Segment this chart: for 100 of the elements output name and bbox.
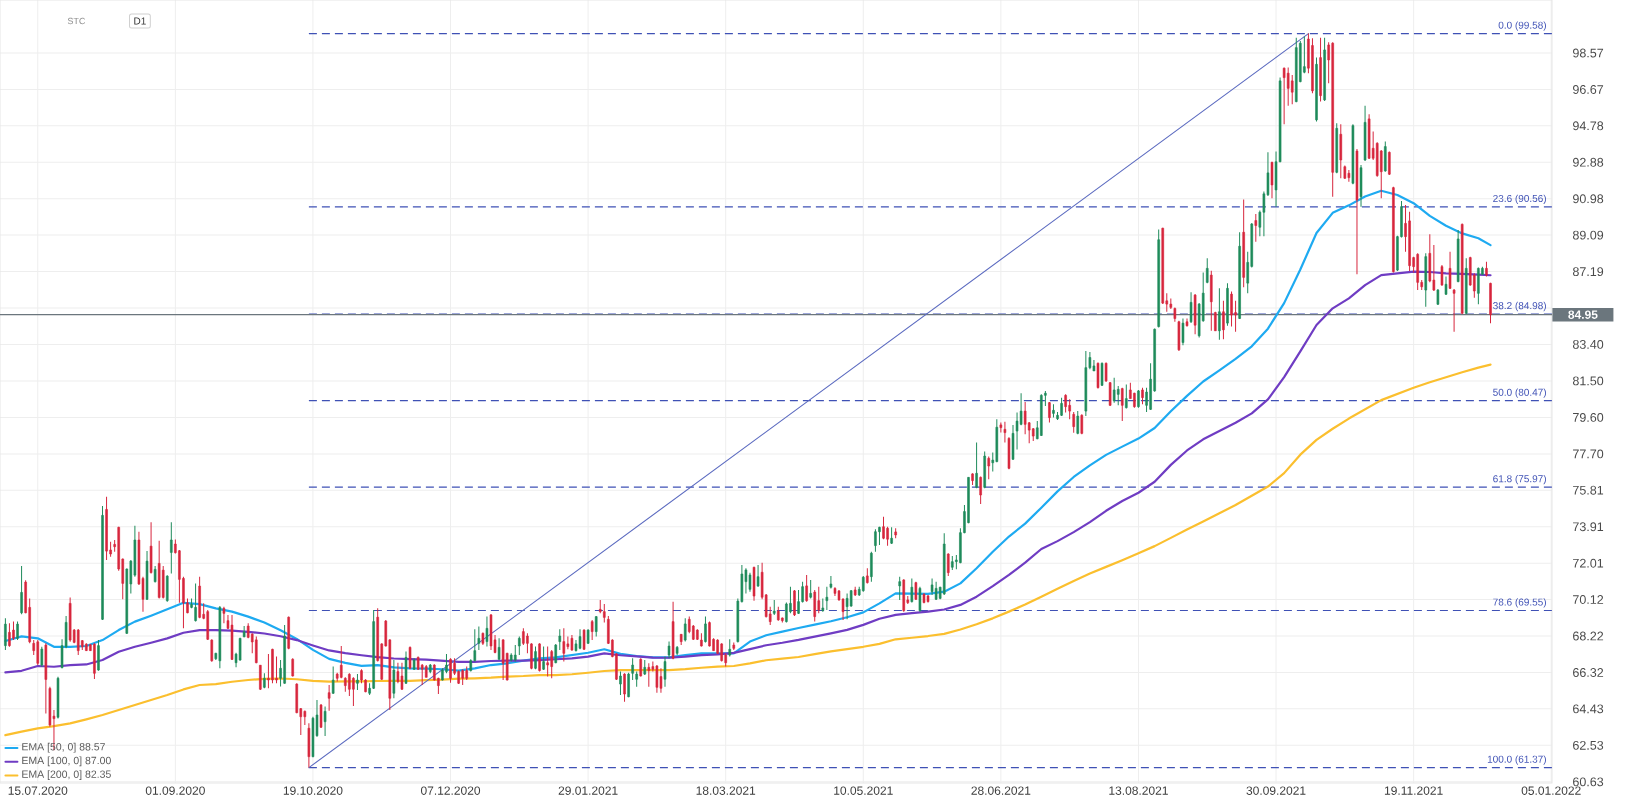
candlestick: [291, 657, 294, 678]
candlestick: [331, 666, 335, 695]
candlestick: [194, 582, 197, 622]
candlestick: [1112, 377, 1116, 404]
candlestick: [918, 586, 922, 613]
candlestick: [748, 572, 752, 593]
candlestick: [1230, 291, 1233, 328]
candlestick: [1104, 361, 1108, 383]
candlestick: [1023, 401, 1027, 435]
candlestick: [327, 684, 331, 712]
y-tick-label: 90.98: [1573, 194, 1604, 204]
candlestick: [1452, 288, 1456, 333]
candlestick: [1048, 401, 1051, 424]
candlestick: [566, 636, 570, 650]
ref-line-label: 84.95: [1568, 310, 1598, 319]
y-tick-label: 75.81: [1573, 485, 1604, 495]
candlestick: [1205, 257, 1209, 284]
candlestick: [267, 653, 270, 689]
candlestick: [910, 577, 914, 604]
candlestick: [1432, 244, 1436, 292]
candlestick: [603, 603, 606, 624]
x-tick-label: 28.06.2021: [971, 786, 1031, 795]
candlestick: [704, 616, 707, 644]
candlestick: [1064, 393, 1067, 414]
candlestick: [255, 636, 258, 664]
candlestick: [319, 703, 323, 729]
candlestick: [4, 617, 7, 651]
candlestick: [886, 526, 889, 547]
candlestick: [501, 638, 505, 681]
candlestick: [170, 521, 173, 574]
x-tick-label: 01.09.2020: [145, 786, 205, 795]
candlestick: [1218, 287, 1221, 341]
candlestick: [805, 574, 808, 603]
legend-label: EMA [50, 0] 88.57: [22, 742, 105, 753]
ref-line-label: 50.0 (80.47): [1493, 388, 1546, 398]
candlestick: [1222, 300, 1225, 340]
candlestick: [930, 577, 934, 596]
candlestick: [979, 476, 982, 505]
candlestick: [550, 649, 553, 679]
x-tick-label: 07.12.2020: [420, 786, 481, 795]
candlestick: [639, 657, 642, 678]
x-tick-label: 19.11.2021: [1384, 786, 1443, 795]
legend-label: EMA [200, 0] 82.35: [22, 770, 111, 780]
ref-line-label: 0.0 (99.58): [1498, 21, 1546, 31]
legend-label: EMA [100, 0] 87.00: [22, 756, 111, 767]
candlestick: [1121, 387, 1124, 422]
x-tick-label: 05.01.2022: [1521, 786, 1581, 795]
candlestick: [558, 628, 562, 651]
candlestick: [1072, 411, 1075, 434]
candlestick: [392, 659, 396, 699]
y-tick-label: 94.78: [1573, 121, 1604, 131]
candlestick: [708, 621, 711, 648]
candlestick: [655, 664, 659, 694]
candlestick: [352, 676, 355, 707]
y-tick-label: 79.60: [1573, 412, 1604, 422]
y-tick-label: 98.57: [1573, 48, 1604, 58]
candlestick: [1347, 169, 1351, 183]
ref-line-label: 61.8 (75.97): [1493, 474, 1546, 485]
y-tick-label: 92.88: [1573, 157, 1604, 167]
candlestick: [1181, 317, 1185, 346]
candlestick: [946, 552, 950, 577]
candlestick: [797, 589, 800, 615]
candlestick: [518, 636, 521, 656]
x-tick-label: 10.05.2021: [834, 786, 893, 795]
candlestick: [1254, 213, 1258, 243]
x-tick-label: 15.07.2020: [8, 786, 68, 795]
candlestick: [1282, 67, 1286, 125]
candlestick: [825, 586, 829, 611]
y-tick-label: 70.12: [1573, 595, 1604, 604]
y-tick-label: 96.67: [1573, 85, 1604, 94]
candlestick: [36, 639, 40, 666]
candlestick: [874, 528, 877, 553]
candlestick: [485, 616, 489, 648]
candlestick: [934, 581, 938, 601]
candlestick: [720, 642, 723, 663]
candlestick: [594, 615, 598, 638]
candlestick: [400, 662, 404, 691]
candlestick: [562, 627, 566, 663]
y-tick-label: 89.09: [1572, 230, 1604, 240]
candlestick: [348, 672, 351, 697]
y-tick-label: 81.50: [1572, 376, 1604, 386]
x-tick-label: 30.09.2021: [1246, 786, 1306, 795]
candlestick: [987, 456, 990, 480]
annotation: STC: [67, 17, 86, 25]
candlestick: [449, 657, 452, 684]
candlestick: [546, 646, 549, 678]
candlestick: [1068, 398, 1071, 420]
candlestick: [870, 551, 873, 583]
candlestick: [1440, 264, 1444, 287]
candlestick: [40, 646, 44, 668]
ref-line-label: 38.2 (84.98): [1493, 301, 1546, 312]
candlestick: [975, 442, 978, 489]
candlestick: [340, 645, 343, 679]
candlestick: [1125, 383, 1128, 410]
candlestick: [619, 671, 622, 696]
ref-line-label: 100.0 (61.37): [1487, 755, 1546, 765]
y-tick-label: 66.32: [1573, 668, 1604, 677]
candlestick: [1448, 251, 1452, 290]
candlestick: [1270, 161, 1274, 199]
x-tick-label: 18.03.2021: [696, 786, 756, 795]
